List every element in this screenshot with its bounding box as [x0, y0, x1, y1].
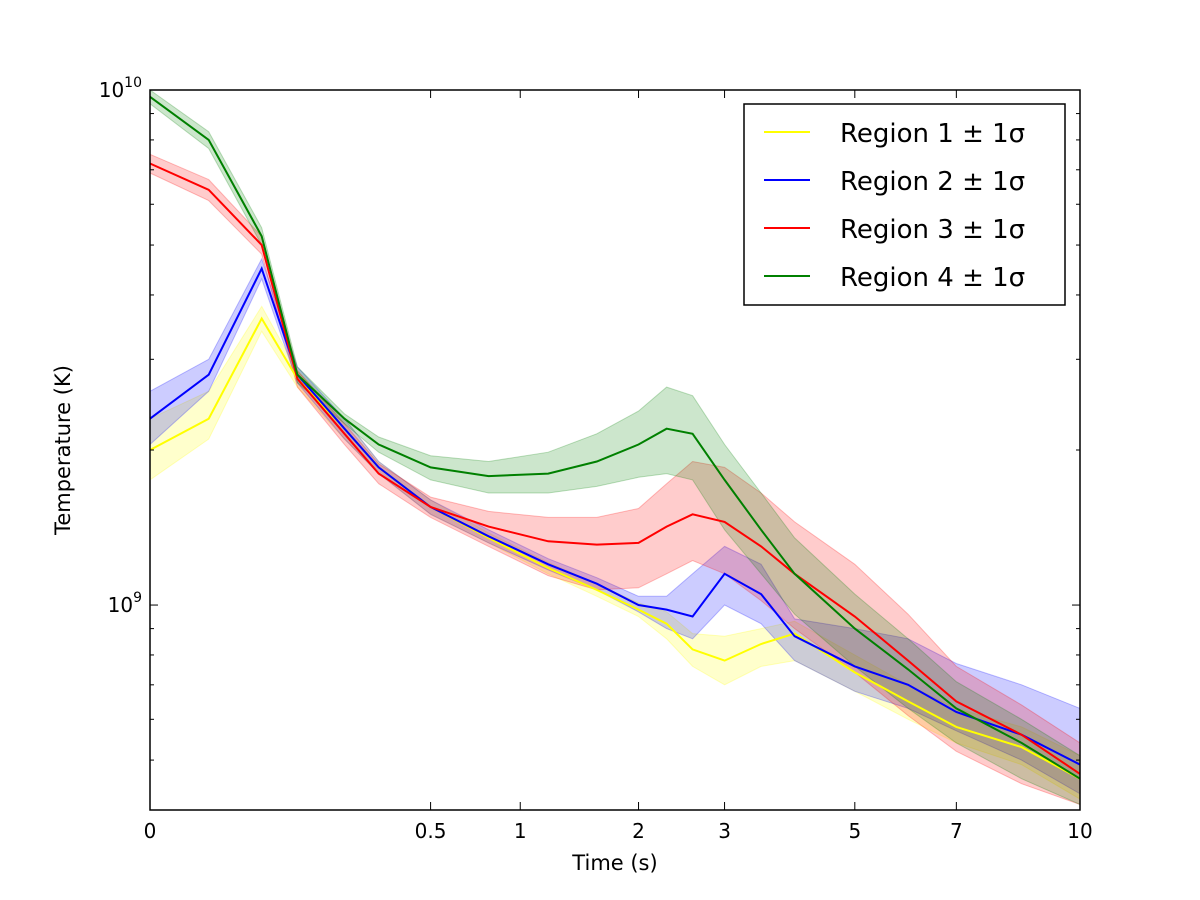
y-tick-label: 109 [108, 590, 142, 617]
x-tick-label: 7 [950, 819, 963, 843]
x-tick-label: 3 [718, 819, 731, 843]
x-tick-label: 1 [514, 819, 527, 843]
legend-label-region-2: Region 2 ± 1σ [840, 167, 1025, 197]
x-tick-label: 2 [632, 819, 645, 843]
x-tick-labels: 0 0.5 1 2 3 5 7 10 [144, 819, 1093, 843]
series-line-region-4 [149, 95, 1081, 780]
legend: Region 1 ± 1σ Region 2 ± 1σ Region 3 ± 1σ R… [743, 103, 1066, 306]
y-axis-label: Temperature (K) [51, 365, 75, 536]
plot-frame [149, 89, 1081, 811]
x-tick-label: 5 [848, 819, 861, 843]
x-axis-label: Time (s) [571, 851, 657, 875]
legend-label-region-3: Region 3 ± 1σ [840, 215, 1025, 245]
series-line-region-2 [149, 266, 1081, 766]
x-tick-label: 0 [144, 819, 157, 843]
legend-box [743, 103, 1066, 306]
y-tick-label: 1010 [99, 75, 142, 102]
legend-label-region-1: Region 1 ± 1σ [840, 119, 1025, 149]
legend-label-region-4: Region 4 ± 1σ [840, 263, 1025, 293]
y-tick-labels: 109 1010 [99, 75, 142, 617]
series-lines [149, 95, 1081, 780]
x-tick-label: 0.5 [415, 819, 447, 843]
x-tick-label: 10 [1067, 819, 1092, 843]
series-line-region-3 [149, 162, 1081, 775]
series-line-region-1 [149, 316, 1081, 780]
